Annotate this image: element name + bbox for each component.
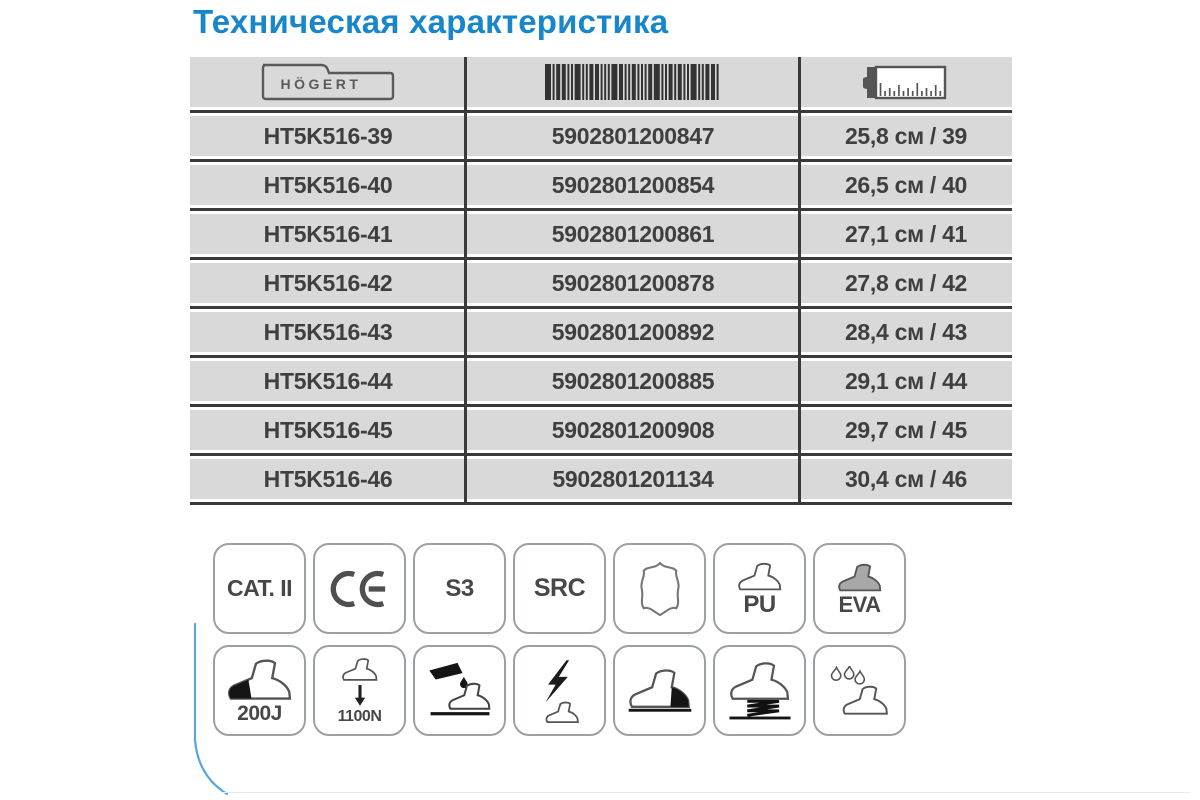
table-header-row: HÖGERT [190, 57, 1012, 107]
size-table: HÖGERT HT5K516-39 5902801200847 25,8 см … [190, 57, 1012, 508]
badge-label: CAT. II [226, 575, 293, 601]
shoe-filled-icon [837, 563, 881, 591]
footer-divider [222, 792, 1190, 793]
badge-cat-ii: CAT. II [213, 543, 306, 634]
badge-impact-200j: 200J [213, 645, 306, 736]
water-drops-shoe-icon [830, 665, 888, 715]
ce-mark-icon [330, 570, 385, 607]
brand-header-cell: HÖGERT [190, 62, 466, 102]
row-divider [190, 303, 1012, 312]
table-row: HT5K516-40 5902801200854 26,5 см / 40 [190, 165, 1012, 205]
ean-cell: 5902801200908 [551, 416, 715, 443]
badge-src: SRC [513, 543, 606, 634]
lightning-shoe-icon [545, 659, 579, 723]
size-cell: 27,8 см / 42 [844, 269, 968, 296]
ean-cell: 5902801200878 [551, 269, 715, 296]
barcode-icon [545, 64, 719, 100]
size-cell: 30,4 см / 46 [844, 465, 968, 492]
row-divider [190, 254, 1012, 263]
table-row: HT5K516-42 5902801200878 27,8 см / 42 [190, 263, 1012, 303]
badge-label: 200J [237, 702, 282, 725]
barcode-header-cell [466, 62, 800, 102]
sku-cell: HT5K516-44 [263, 367, 393, 394]
sku-cell: HT5K516-41 [263, 220, 393, 247]
row-divider [190, 352, 1012, 361]
badge-row-1: CAT. II S3 SRC PU EVA [213, 543, 906, 634]
badge-antistatic [513, 645, 606, 736]
sku-cell: HT5K516-43 [263, 318, 393, 345]
badge-energy-absorbing-heel [613, 645, 706, 736]
column-divider [464, 57, 467, 505]
badge-label: 1100N [337, 707, 382, 725]
ean-cell: 5902801201134 [552, 465, 714, 492]
toe-cap-shoe-icon [227, 659, 291, 700]
badge-shock-absorption [713, 645, 806, 736]
oil-pour-shoe-icon [428, 662, 490, 715]
row-divider [190, 107, 1012, 116]
sku-cell: HT5K516-39 [263, 122, 393, 149]
badge-s3: S3 [413, 543, 506, 634]
badge-water-resistant [813, 645, 906, 736]
ean-cell: 5902801200854 [551, 171, 715, 198]
leather-hide-icon [639, 560, 680, 616]
black-heel-shoe-icon [628, 669, 691, 712]
table-row: HT5K516-43 5902801200892 28,4 см / 43 [190, 312, 1012, 352]
size-cell: 29,1 см / 44 [844, 367, 968, 394]
hogert-logo: HÖGERT [261, 63, 395, 101]
sku-cell: HT5K516-42 [263, 269, 393, 296]
sku-cell: HT5K516-46 [263, 465, 393, 492]
sku-cell: HT5K516-45 [263, 416, 393, 443]
badge-label: SRC [533, 574, 586, 602]
size-header-cell [800, 63, 1012, 101]
ean-cell: 5902801200847 [551, 122, 715, 149]
badge-oil-resistant [413, 645, 506, 736]
size-cell: 25,8 см / 39 [844, 122, 968, 149]
table-row: HT5K516-39 5902801200847 25,8 см / 39 [190, 116, 1012, 156]
sku-cell: HT5K516-40 [263, 171, 393, 198]
table-row: HT5K516-41 5902801200861 27,1 см / 41 [190, 214, 1012, 254]
brand-text: HÖGERT [281, 76, 362, 92]
badge-label: S3 [445, 574, 474, 602]
ean-cell: 5902801200861 [551, 220, 715, 247]
compression-shoe-icon [341, 657, 377, 706]
size-cell: 28,4 см / 43 [844, 318, 968, 345]
column-divider [798, 57, 801, 505]
badge-pu: PU [713, 543, 806, 634]
ean-cell: 5902801200885 [551, 367, 715, 394]
row-divider [190, 450, 1012, 459]
badge-leather [613, 543, 706, 634]
page-title: Техническая характеристика [193, 3, 669, 40]
badge-eva: EVA [813, 543, 906, 634]
table-body: HT5K516-39 5902801200847 25,8 см / 39 HT… [190, 107, 1012, 508]
badge-ce-mark [313, 543, 406, 634]
size-cell: 26,5 см / 40 [844, 171, 968, 198]
table-row: HT5K516-45 5902801200908 29,7 см / 45 [190, 410, 1012, 450]
table-row: HT5K516-44 5902801200885 29,1 см / 44 [190, 361, 1012, 401]
row-divider [190, 156, 1012, 165]
size-cell: 29,7 см / 45 [844, 416, 968, 443]
tape-measure-icon [863, 65, 947, 100]
spring-shoe-icon [729, 662, 790, 720]
shoe-outline-icon [737, 562, 781, 590]
badge-label: EVA [838, 591, 881, 617]
badge-label: PU [743, 590, 776, 618]
decorative-curve [193, 622, 229, 796]
table-row: HT5K516-46 5902801201134 30,4 см / 46 [190, 459, 1012, 499]
row-divider [190, 205, 1012, 214]
badge-compression-1100n: 1100N [313, 645, 406, 736]
ean-cell: 5902801200892 [551, 318, 715, 345]
row-divider [190, 401, 1012, 410]
row-divider [190, 499, 1012, 508]
badge-row-2: 200J 1100N [213, 645, 906, 736]
size-cell: 27,1 см / 41 [844, 220, 968, 247]
